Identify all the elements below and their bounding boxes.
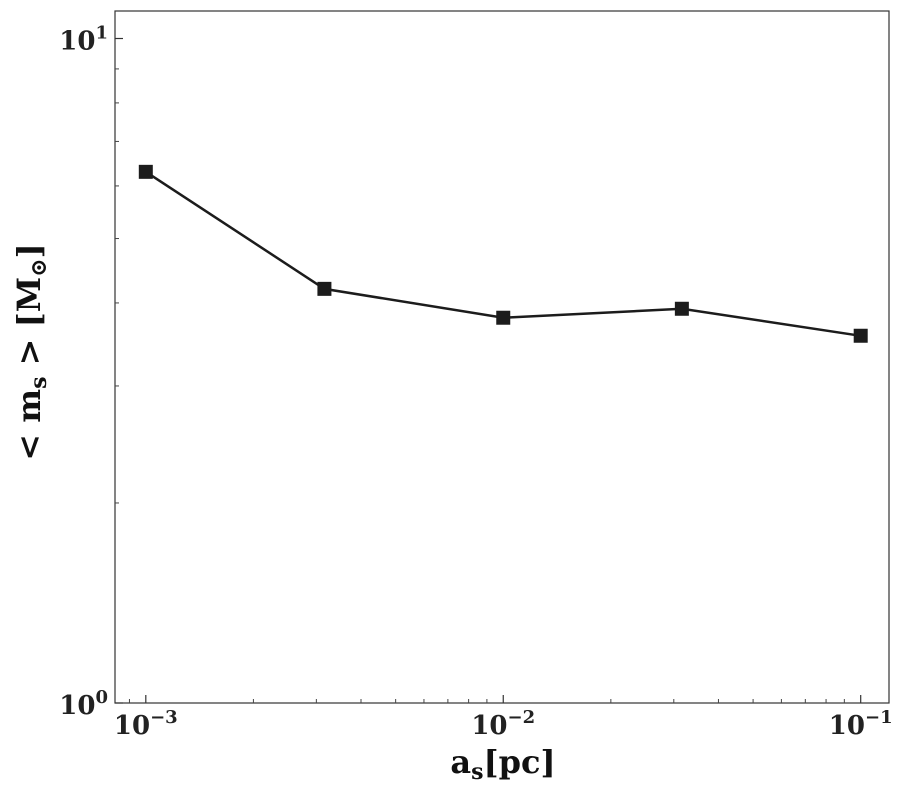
x-tick-label-base: 10	[829, 711, 865, 741]
x-tick-label-exponent: −2	[508, 707, 536, 728]
y-tick-label-base: 10	[59, 691, 95, 721]
data-markers	[138, 164, 868, 343]
y-axis-label-sun-symbol: ⊙	[26, 258, 52, 276]
x-tick-label: 10−1	[829, 707, 893, 741]
major-ticks	[115, 37, 862, 704]
y-tick-label-exponent: 0	[95, 687, 108, 708]
data-point-marker	[138, 164, 153, 179]
plot-frame	[114, 10, 890, 704]
minor-ticks	[115, 68, 845, 703]
data-point-marker	[317, 281, 332, 296]
x-axis-label: as[pc]	[450, 743, 555, 785]
x-tick-label-exponent: −3	[150, 707, 178, 728]
x-tick-label-exponent: −1	[865, 707, 893, 728]
y-axis-label-sub: s	[26, 377, 52, 389]
x-axis-label-base: a	[450, 743, 471, 781]
x-axis-label-sub: s	[471, 759, 483, 785]
y-tick-label: 101	[59, 23, 108, 57]
x-tick-label-base: 10	[471, 711, 507, 741]
y-tick-label-base: 10	[59, 27, 95, 57]
x-axis-label-unit: [pc]	[483, 743, 555, 781]
y-axis-label-pre: < m	[10, 389, 48, 461]
x-tick-label-base: 10	[114, 711, 150, 741]
y-axis-label-end: ]	[10, 243, 48, 258]
y-tick-label-exponent: 1	[95, 23, 108, 44]
data-point-marker	[496, 310, 511, 325]
x-tick-label: 10−3	[114, 707, 178, 741]
y-tick-label: 100	[59, 687, 108, 721]
y-axis-label: < ms > [M⊙]	[10, 243, 52, 460]
x-tick-label: 10−2	[471, 707, 535, 741]
x-tick-labels: 10−3 10−2 10−1	[114, 707, 893, 741]
data-point-marker	[674, 301, 689, 316]
y-axis-label-post: > [M	[10, 277, 48, 377]
data-point-marker	[853, 328, 868, 343]
